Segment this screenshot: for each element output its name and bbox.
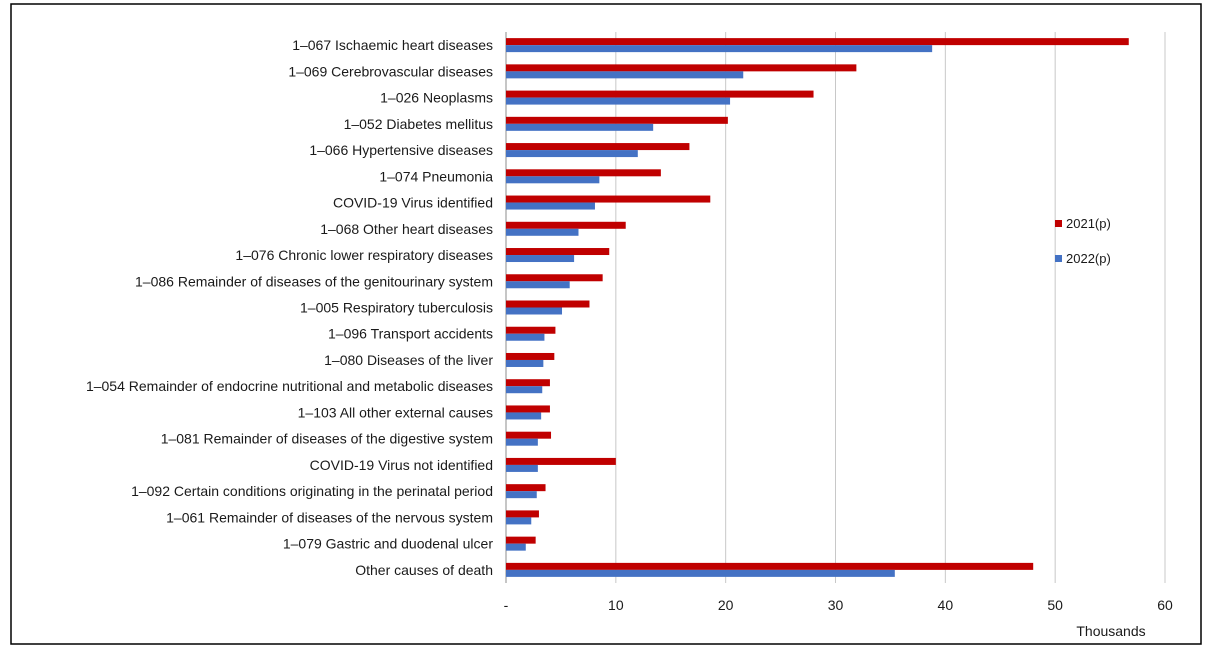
bar-2021 bbox=[506, 536, 536, 544]
bar-2021 bbox=[506, 352, 555, 360]
bar-2022 bbox=[506, 491, 537, 499]
bar-2021 bbox=[506, 143, 690, 151]
category-label: 1–074 Pneumonia bbox=[379, 168, 493, 184]
bar-2022 bbox=[506, 438, 538, 446]
legend-label: 2022(p) bbox=[1066, 251, 1111, 266]
bar-2022 bbox=[506, 543, 526, 551]
category-label: 1–066 Hypertensive diseases bbox=[309, 142, 493, 158]
category-label: 1–054 Remainder of endocrine nutritional… bbox=[86, 378, 493, 394]
chart-border bbox=[10, 3, 1202, 645]
bar-2021 bbox=[506, 457, 616, 465]
x-tick-label: 60 bbox=[1157, 597, 1173, 613]
bar-2021 bbox=[506, 274, 603, 282]
bar-2021 bbox=[506, 379, 550, 387]
x-tick-label: 30 bbox=[828, 597, 844, 613]
legend-label: 2021(p) bbox=[1066, 216, 1111, 231]
bar-2021 bbox=[506, 484, 546, 492]
bar-2021 bbox=[506, 116, 728, 124]
bar-2021 bbox=[506, 221, 626, 229]
category-label: 1–069 Cerebrovascular diseases bbox=[288, 63, 493, 79]
bar-2021 bbox=[506, 195, 711, 203]
bar-2021 bbox=[506, 64, 857, 72]
legend-swatch bbox=[1055, 255, 1062, 262]
legend-swatch bbox=[1055, 220, 1062, 227]
bar-2022 bbox=[506, 228, 579, 236]
category-label: 1–086 Remainder of diseases of the genit… bbox=[135, 273, 493, 289]
category-label: COVID-19 Virus not identified bbox=[310, 457, 493, 473]
bar-2021 bbox=[506, 169, 661, 177]
x-unit-label: Thousands bbox=[1076, 623, 1145, 639]
x-tick-labels: - 10 20 30 40 50 60 bbox=[504, 597, 1173, 613]
bar-2022 bbox=[506, 202, 595, 210]
bar-2021 bbox=[506, 562, 1034, 570]
bar-2022 bbox=[506, 569, 895, 577]
bar-2022 bbox=[506, 45, 933, 53]
bar-2021 bbox=[506, 326, 556, 334]
legend: 2021(p) 2022(p) bbox=[1055, 216, 1111, 266]
category-label: Other causes of death bbox=[355, 562, 493, 578]
bar-2022 bbox=[506, 150, 638, 158]
bar-2022 bbox=[506, 464, 538, 472]
bar-2022 bbox=[506, 176, 600, 184]
bar-2022 bbox=[506, 412, 542, 420]
bar-2022 bbox=[506, 517, 532, 525]
category-label: 1–103 All other external causes bbox=[298, 404, 493, 420]
bar-2022 bbox=[506, 386, 543, 394]
x-tick-label: 50 bbox=[1047, 597, 1063, 613]
bar-2021 bbox=[506, 510, 539, 518]
category-labels: 1–067 Ischaemic heart diseases 1–069 Cere… bbox=[86, 37, 493, 578]
bars bbox=[506, 38, 1129, 577]
x-tick-label: 10 bbox=[608, 597, 624, 613]
bar-2021 bbox=[506, 431, 552, 439]
x-tick-label: 40 bbox=[938, 597, 954, 613]
category-label: 1–052 Diabetes mellitus bbox=[344, 116, 493, 132]
category-label: 1–068 Other heart diseases bbox=[320, 221, 493, 237]
bar-2022 bbox=[506, 281, 570, 289]
category-label: 1–076 Chronic lower respiratory diseases bbox=[235, 247, 493, 263]
category-label: 1–096 Transport accidents bbox=[328, 326, 493, 342]
bar-2022 bbox=[506, 71, 744, 79]
category-label: COVID-19 Virus identified bbox=[333, 195, 493, 211]
bar-2022 bbox=[506, 307, 563, 315]
bar-2021 bbox=[506, 38, 1129, 46]
category-label: 1–081 Remainder of diseases of the diges… bbox=[161, 431, 493, 447]
bar-2021 bbox=[506, 405, 550, 413]
category-label: 1–092 Certain conditions originating in … bbox=[131, 483, 493, 499]
bar-2021 bbox=[506, 248, 610, 256]
category-label: 1–079 Gastric and duodenal ulcer bbox=[283, 536, 493, 552]
bar-2022 bbox=[506, 333, 545, 341]
category-label: 1–005 Respiratory tuberculosis bbox=[300, 300, 493, 316]
bar-2022 bbox=[506, 359, 544, 367]
bar-2021 bbox=[506, 90, 814, 98]
x-tick-label: - bbox=[504, 597, 509, 613]
x-tick-label: 20 bbox=[718, 597, 734, 613]
category-label: 1–026 Neoplasms bbox=[380, 90, 493, 106]
category-label: 1–067 Ischaemic heart diseases bbox=[292, 37, 493, 53]
bar-2021 bbox=[506, 300, 590, 308]
bar-2022 bbox=[506, 123, 654, 131]
bar-2022 bbox=[506, 97, 731, 105]
bar-2022 bbox=[506, 255, 575, 263]
category-label: 1–080 Diseases of the liver bbox=[324, 352, 493, 368]
category-label: 1–061 Remainder of diseases of the nervo… bbox=[166, 509, 493, 525]
